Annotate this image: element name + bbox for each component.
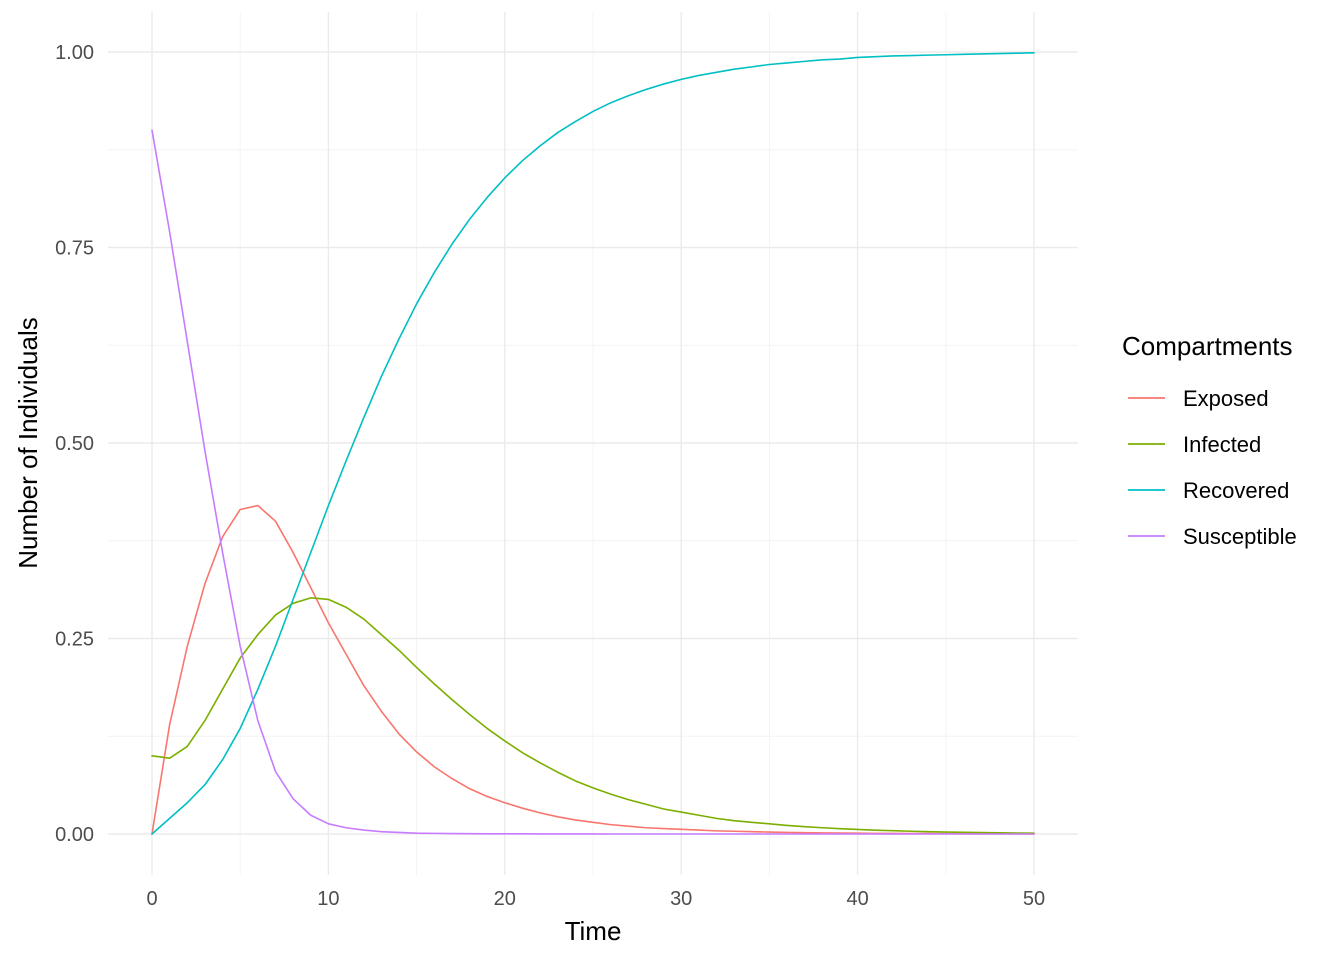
x-tick-label: 10 <box>317 888 339 910</box>
legend-label-susceptible: Susceptible <box>1183 524 1297 549</box>
y-tick-label: 1.00 <box>55 42 94 64</box>
legend-title: Compartments <box>1122 331 1293 361</box>
y-tick-label: 0.00 <box>55 824 94 846</box>
x-tick-label: 50 <box>1023 888 1045 910</box>
x-axis-title: Time <box>565 916 622 946</box>
x-axis-ticks: 0 10 20 30 40 50 <box>146 888 1045 910</box>
x-tick-label: 30 <box>670 888 692 910</box>
y-axis-ticks: 0.00 0.25 0.50 0.75 1.00 <box>55 42 94 846</box>
legend-items: Exposed Infected Recovered Susceptible <box>1128 386 1297 549</box>
legend: Compartments Exposed Infected Recovered Sus… <box>1122 331 1297 549</box>
y-axis-title: Number of Individuals <box>13 317 43 568</box>
x-tick-label: 40 <box>846 888 868 910</box>
legend-label-recovered: Recovered <box>1183 478 1289 503</box>
series-lines <box>151 51 1035 835</box>
y-tick-label: 0.50 <box>55 433 94 455</box>
legend-label-infected: Infected <box>1183 432 1261 457</box>
major-gridlines <box>108 12 1078 875</box>
y-tick-label: 0.25 <box>55 629 94 651</box>
series-line-infected <box>151 597 1035 835</box>
series-line-susceptible <box>151 129 1035 835</box>
legend-label-exposed: Exposed <box>1183 386 1269 411</box>
x-tick-label: 0 <box>146 888 157 910</box>
x-tick-label: 20 <box>494 888 516 910</box>
y-tick-label: 0.75 <box>55 238 94 260</box>
series-line-recovered <box>151 51 1035 835</box>
